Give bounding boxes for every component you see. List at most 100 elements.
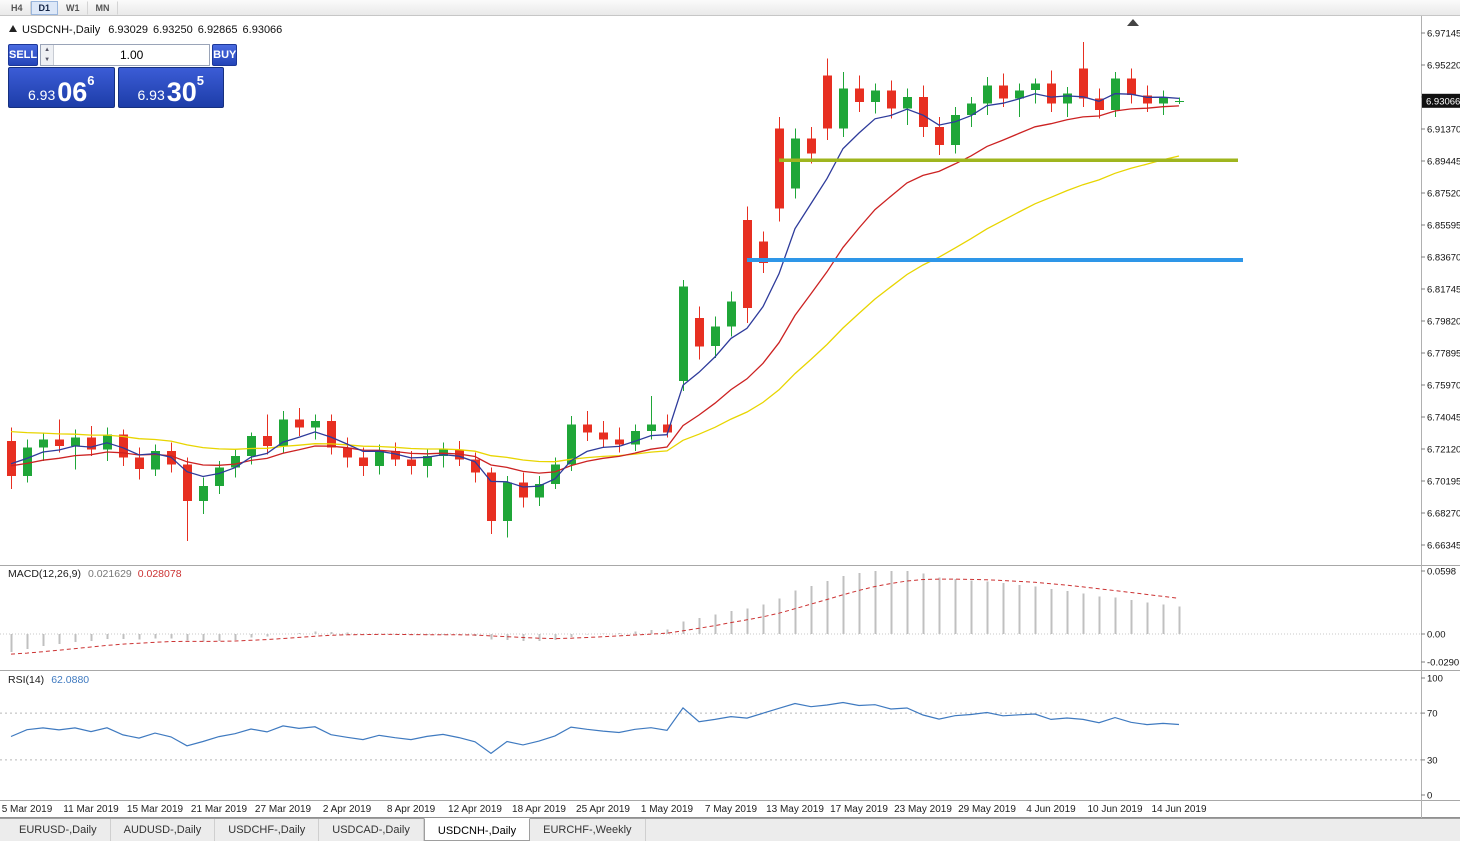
candle-body	[791, 138, 800, 189]
buy-button[interactable]: BUY	[212, 44, 238, 66]
candle-body	[983, 85, 992, 104]
price-scale-label: 6.66345	[1427, 541, 1460, 552]
candle-body	[967, 103, 976, 116]
candle-body	[567, 424, 576, 465]
candle-body	[71, 437, 80, 446]
date-label: 13 May 2019	[766, 804, 824, 815]
price-scale-label: 6.91370	[1427, 125, 1460, 136]
candle-body	[903, 96, 912, 109]
chart-tab-audusd-daily[interactable]: AUDUSD-,Daily	[111, 819, 216, 841]
candle-body	[135, 457, 144, 470]
candle-body	[1095, 98, 1104, 111]
oct-toggle-icon[interactable]	[9, 25, 17, 32]
volume-field: ▲ ▼	[40, 44, 211, 66]
price-chart[interactable]: USDCNH-,Daily 6.93029 6.93250 6.92865 6.9306…	[0, 16, 1460, 818]
candle-body	[759, 241, 768, 264]
price-scale-label: 6.97145	[1427, 29, 1460, 40]
volume-decrease-button[interactable]: ▼	[41, 55, 54, 65]
sell-price-big: 06	[57, 77, 88, 108]
price-scale-label: 6.79820	[1427, 317, 1460, 328]
candle-body	[695, 318, 704, 347]
date-label: 12 Apr 2019	[448, 804, 502, 815]
date-label: 18 Apr 2019	[512, 804, 566, 815]
date-label: 21 Mar 2019	[191, 804, 248, 815]
rsi-scale-label: 70	[1427, 709, 1438, 720]
timeframe-button-d1[interactable]: D1	[30, 0, 59, 15]
price-scale-label: 6.85595	[1427, 221, 1460, 232]
chart-tab-eurusd-daily[interactable]: EURUSD-,Daily	[6, 819, 111, 841]
candle-body	[119, 434, 128, 458]
date-label: 7 May 2019	[705, 804, 758, 815]
date-label: 25 Apr 2019	[576, 804, 630, 815]
candles-layer	[7, 42, 1184, 541]
candle-body	[1031, 83, 1040, 91]
chart-shift-marker[interactable]	[1127, 19, 1139, 26]
date-label: 2 Apr 2019	[323, 804, 372, 815]
candle-body	[359, 457, 368, 466]
candle-body	[679, 286, 688, 382]
candle-body	[295, 419, 304, 428]
candle-body	[935, 126, 944, 146]
date-label: 27 Mar 2019	[255, 804, 312, 815]
current-price-badge-text: 6.93066	[1426, 96, 1460, 107]
candle-body	[263, 436, 272, 446]
candle-body	[743, 219, 752, 308]
timeframe-button-w1[interactable]: W1	[58, 0, 88, 15]
candle-body	[711, 326, 720, 347]
candle-body	[535, 484, 544, 498]
candle-body	[55, 439, 64, 446]
date-label: 5 Mar 2019	[2, 804, 53, 815]
chart-tab-eurchf-weekly[interactable]: EURCHF-,Weekly	[530, 819, 646, 841]
chart-title: USDCNH-,Daily 6.93029 6.93250 6.92865 6.9306…	[22, 24, 282, 36]
date-label: 14 Jun 2019	[1151, 804, 1206, 815]
macd-label: MACD(12,26,9) 0.021629 0.028078	[8, 568, 182, 580]
candle-body	[423, 456, 432, 466]
candle-body	[823, 75, 832, 129]
candle-body	[487, 472, 496, 521]
chart-tab-usdchf-daily[interactable]: USDCHF-,Daily	[215, 819, 320, 841]
macd-scale-label: 0.00	[1427, 630, 1446, 641]
date-label: 15 Mar 2019	[127, 804, 184, 815]
volume-increase-button[interactable]: ▲	[41, 45, 54, 55]
candle-body	[919, 96, 928, 127]
price-scale-label: 6.72120	[1427, 445, 1460, 456]
candle-body	[23, 447, 32, 476]
candle-body	[807, 138, 816, 154]
main-plot[interactable]	[7, 42, 1243, 541]
candle-body	[999, 85, 1008, 99]
rsi-scale-label: 100	[1427, 674, 1443, 685]
candle-body	[599, 432, 608, 440]
candle-body	[855, 88, 864, 102]
ma-fast-line	[10, 93, 1180, 488]
macd-panel: 0.0598 0.00 -0.0290	[0, 567, 1459, 669]
candle-body	[663, 424, 672, 433]
price-scale-label: 6.95220	[1427, 61, 1460, 72]
candle-body	[343, 447, 352, 458]
macd-signal-line	[10, 578, 1180, 655]
candle-body	[1063, 93, 1072, 104]
buy-price-box[interactable]: 6.93 30 5	[117, 67, 224, 108]
candle-body	[839, 88, 848, 129]
ma-slow-line	[10, 155, 1180, 463]
volume-input[interactable]	[54, 45, 210, 65]
macd-scale-label: -0.0290	[1427, 658, 1459, 669]
ma-medium-line	[10, 105, 1180, 474]
candle-body	[631, 431, 640, 445]
candle-body	[375, 451, 384, 466]
candle-body	[103, 434, 112, 450]
timeframe-button-h4[interactable]: H4	[3, 0, 31, 15]
price-scale-label: 6.81745	[1427, 285, 1460, 296]
sell-button[interactable]: SELL	[8, 44, 39, 66]
price-scale-label: 6.75970	[1427, 381, 1460, 392]
sell-price-prefix: 6.93	[27, 87, 56, 103]
rsi-line	[10, 701, 1180, 755]
candle-body	[887, 90, 896, 109]
chart-tab-usdcad-daily[interactable]: USDCAD-,Daily	[319, 819, 424, 841]
date-label: 17 May 2019	[830, 804, 888, 815]
chart-tab-usdcnh-daily[interactable]: USDCNH-,Daily	[423, 818, 531, 841]
timeframe-button-mn[interactable]: MN	[88, 0, 118, 15]
candle-body	[583, 424, 592, 433]
sell-price-box[interactable]: 6.93 06 6	[8, 67, 115, 108]
candle-body	[311, 421, 320, 428]
candle-body	[551, 464, 560, 485]
